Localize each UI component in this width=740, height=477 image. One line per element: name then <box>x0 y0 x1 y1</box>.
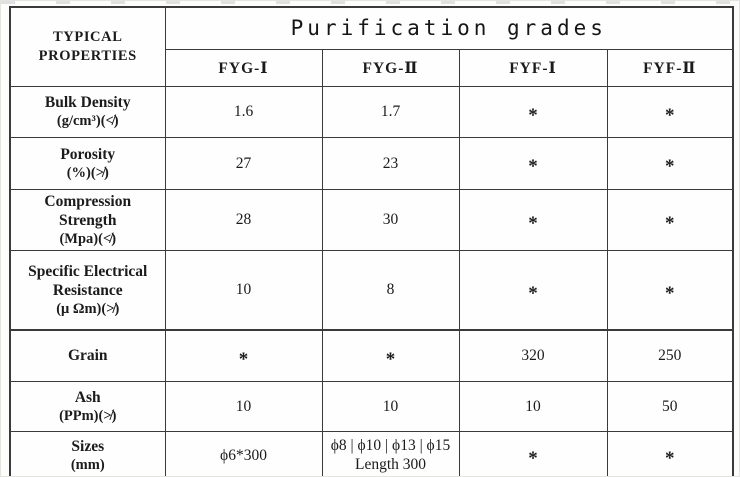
value-cell: 10 <box>164 380 323 432</box>
table-row-ash: Ash (PPm)(≯) 10 10 10 50 <box>9 380 734 432</box>
value-cell: 250 <box>606 329 734 382</box>
property-name: Grain <box>67 347 108 365</box>
group-header-row: TYPICAL PROPERTIES Purification grades <box>9 6 734 87</box>
value-cell: 10 <box>321 380 460 432</box>
property-name: Ash <box>74 388 101 406</box>
value-cell: 8 <box>321 249 460 331</box>
group-header: Purification grades <box>164 6 734 50</box>
property-name: Porosity <box>60 145 116 163</box>
value-cell: * <box>458 85 608 138</box>
property-cell: Sizes (mm) <box>9 430 166 476</box>
value-cell: 28 <box>164 188 323 251</box>
property-cell: Compression Strength (Mpa)(≮) <box>9 188 166 251</box>
value-cell: 320 <box>458 329 608 382</box>
property-cell: Porosity (%)(≯) <box>9 136 166 190</box>
purification-grades-table: TYPICAL PROPERTIES Purification grades F… <box>9 6 735 476</box>
value-cell: * <box>458 136 608 190</box>
value-cell: 10 <box>458 380 608 432</box>
value-cell: * <box>606 249 734 331</box>
property-unit: (%)(≯) <box>66 164 109 181</box>
property-cell: Grain <box>9 329 166 382</box>
value-cell: ϕ8 | ϕ10 | ϕ13 | ϕ15 Length 300 <box>321 430 460 476</box>
property-name: Compression Strength <box>44 192 132 229</box>
table-row-grain: Grain * * 320 250 <box>9 329 734 382</box>
table-row-compression-strength: Compression Strength (Mpa)(≮) 28 30 * * <box>9 188 734 251</box>
value-cell: * <box>606 85 734 138</box>
value-cell: * <box>321 329 460 382</box>
property-cell: Bulk Density (g/cm³)(≮) <box>9 85 166 138</box>
value-cell: * <box>606 430 734 476</box>
value-cell: 1.6 <box>164 85 323 138</box>
property-unit: (Mpa)(≮) <box>59 230 117 247</box>
value-cell: * <box>606 188 734 251</box>
column-header-fyf-1: FYF-Ⅰ <box>458 48 608 87</box>
property-cell: Specific Electrical Resistance (μ Ωm)(≯) <box>9 249 166 331</box>
value-cell: 30 <box>321 188 460 251</box>
table-row-porosity: Porosity (%)(≯) 27 23 * * <box>9 136 734 190</box>
value-cell: 10 <box>164 249 323 331</box>
property-unit: (mm) <box>70 456 105 473</box>
value-cell: 50 <box>606 380 734 432</box>
value-cell: * <box>458 430 608 476</box>
property-unit: (μ Ωm)(≯) <box>56 300 120 317</box>
value-cell: 27 <box>164 136 323 190</box>
column-header-row: FYG-Ⅰ FYG-Ⅱ FYF-Ⅰ FYF-Ⅱ <box>10 48 734 87</box>
value-cell: * <box>164 329 323 382</box>
property-name: Sizes <box>71 437 105 455</box>
value-cell: * <box>458 249 608 331</box>
scan-noise-artifact <box>1 1 739 4</box>
property-unit: (g/cm³)(≮) <box>56 113 119 129</box>
property-name: Bulk Density <box>44 94 131 111</box>
table-row-bulk-density: Bulk Density (g/cm³)(≮) 1.6 1.7 * * <box>9 85 734 138</box>
column-header-fyf-2: FYF-Ⅱ <box>606 48 734 87</box>
value-cell: * <box>458 188 608 251</box>
column-header-fyg-2: FYG-Ⅱ <box>321 48 460 87</box>
property-cell: Ash (PPm)(≯) <box>9 380 166 432</box>
corner-header: TYPICAL PROPERTIES <box>9 6 166 87</box>
value-cell: * <box>606 136 734 190</box>
value-cell: 23 <box>321 136 460 190</box>
value-cell: 1.7 <box>321 85 460 138</box>
value-cell: ϕ6*300 <box>164 430 323 476</box>
table-row-sizes: Sizes (mm) ϕ6*300 ϕ8 | ϕ10 | ϕ13 | ϕ15 L… <box>9 430 734 476</box>
property-name: Specific Electrical Resistance <box>28 262 148 299</box>
column-header-fyg-1: FYG-Ⅰ <box>164 48 323 87</box>
table-row-specific-electrical-resistance: Specific Electrical Resistance (μ Ωm)(≯)… <box>9 249 734 331</box>
property-unit: (PPm)(≯) <box>59 407 117 424</box>
